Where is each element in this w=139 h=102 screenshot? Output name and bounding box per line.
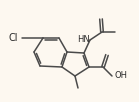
Text: Cl: Cl [8,33,18,43]
Text: OH: OH [115,72,128,80]
Text: HN: HN [77,35,90,44]
